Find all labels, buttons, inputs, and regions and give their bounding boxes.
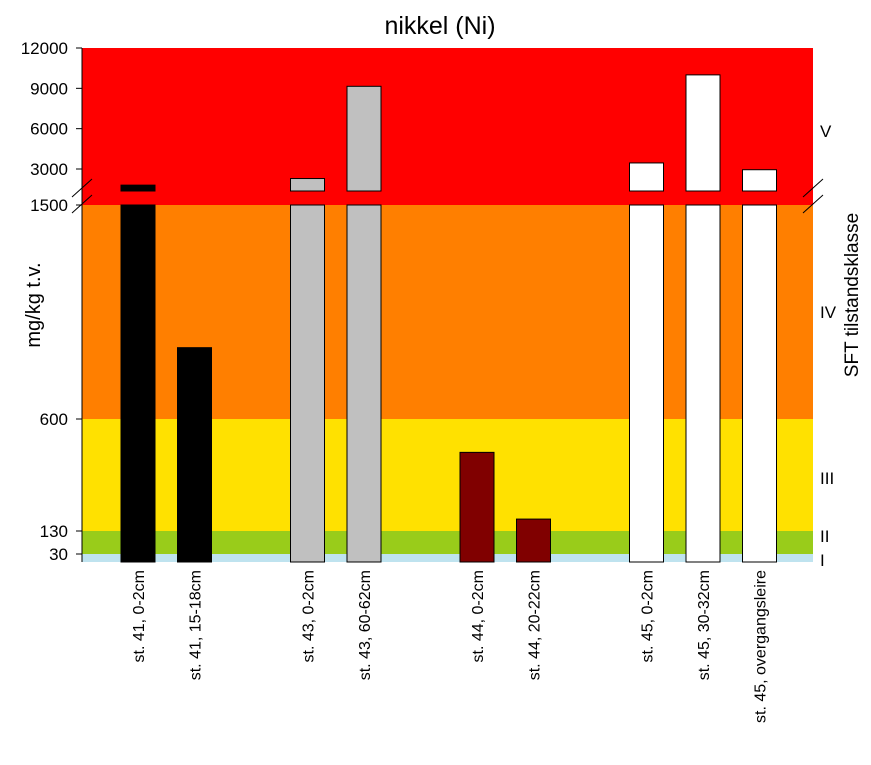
bar-segment-lower (177, 347, 212, 563)
bar-segment-lower (516, 518, 551, 563)
bar (516, 518, 551, 563)
bar (685, 74, 721, 563)
x-tick-label: st. 43, 0-2cm (301, 570, 318, 662)
y-tick-label: 30 (49, 545, 68, 564)
bar (177, 347, 212, 563)
bar (459, 451, 495, 563)
bar-segment-upper (742, 169, 777, 192)
class-label-V: V (820, 122, 832, 141)
x-tick-label: st. 45, 0-2cm (640, 570, 657, 662)
bar-segment-lower (629, 204, 664, 563)
chart-title: nikkel (Ni) (384, 12, 495, 40)
bars (120, 74, 777, 563)
bar-segment-lower (346, 204, 382, 563)
x-tick-label: st. 45, 30-32cm (696, 570, 713, 680)
y-tick-label: 3000 (30, 160, 68, 179)
x-tick-label: st. 41, 15-18cm (188, 570, 205, 680)
bar-segment-lower (685, 204, 721, 563)
bar-segment-upper (120, 184, 156, 192)
bar (629, 162, 664, 563)
bar (742, 169, 777, 563)
class-label-IV: IV (820, 303, 837, 322)
y-ticks: 30 130 600 1500 3000 6000 9000 12000 (21, 39, 82, 564)
right-axis-label: SFT tilstandsklasse (842, 213, 863, 377)
class-label-II: II (820, 527, 829, 546)
bar-segment-upper (629, 162, 664, 192)
class-band-I (82, 554, 813, 562)
bar (346, 85, 382, 563)
y-tick-label: 130 (40, 522, 68, 541)
bar (120, 184, 156, 563)
bar (290, 178, 325, 563)
bar-segment-lower (120, 204, 156, 563)
x-tick-label: st. 43, 60-62cm (357, 570, 374, 680)
y-tick-label: 6000 (30, 120, 68, 139)
bar-segment-lower (459, 451, 495, 563)
y-tick-label: 12000 (21, 39, 68, 58)
bar-segment-upper (346, 85, 382, 192)
x-tick-label: st. 41, 0-2cm (131, 570, 148, 662)
axis-break-right-bottom (802, 194, 824, 214)
x-tick-label: st. 44, 0-2cm (470, 570, 487, 662)
y-axis-label: mg/kg t.v. (23, 262, 45, 347)
bar-segment-upper (685, 74, 721, 192)
bar-segment-lower (742, 204, 777, 563)
x-tick-labels: st. 41, 0-2cm st. 41, 15-18cm st. 43, 0-2c… (131, 570, 770, 723)
x-tick-label: st. 45, overgangsleire (753, 570, 770, 723)
y-tick-label: 1500 (30, 196, 68, 215)
bar-segment-upper (290, 178, 325, 192)
x-tick-label: st. 44, 20-22cm (527, 570, 544, 680)
bar-segment-lower (290, 204, 325, 563)
class-label-I: I (820, 551, 825, 570)
y-tick-label: 9000 (30, 79, 68, 98)
axis-break-right-top (802, 178, 824, 198)
class-label-III: III (820, 469, 834, 488)
y-tick-label: 600 (40, 410, 68, 429)
